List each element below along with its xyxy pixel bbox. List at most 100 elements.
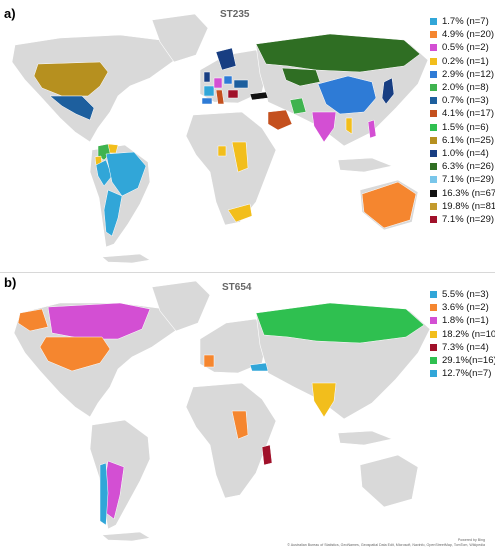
legend-swatch xyxy=(430,202,437,210)
legend-label: 1.0% (n=4) xyxy=(442,147,489,159)
country-italy xyxy=(215,89,225,105)
country-usa xyxy=(33,61,109,97)
legend-label: 29.1%(n=16) xyxy=(442,355,495,367)
legend-label: 7.3% (n=4) xyxy=(442,341,489,353)
country-france xyxy=(203,85,215,97)
legend-item: 4.9% (n=20) xyxy=(430,28,495,41)
legend-label: 2.0% (n=8) xyxy=(442,82,489,94)
legend-swatch xyxy=(430,163,437,171)
attribution-credits: © Australian Bureau of Statistics, GeoNa… xyxy=(287,542,485,547)
legend-swatch xyxy=(430,357,437,365)
country-scandinavia xyxy=(215,47,237,71)
country-poland xyxy=(223,75,233,85)
country-saudi xyxy=(267,109,293,131)
legend-swatch xyxy=(430,370,437,378)
legend-item: 19.8% (n=81) xyxy=(430,200,495,213)
country-chile xyxy=(99,462,109,526)
legend-item: 7.1% (n=29) xyxy=(430,213,495,226)
legend-item: 0.2% (n=1) xyxy=(430,55,495,68)
country-ghana xyxy=(217,145,227,157)
legend-label: 0.5% (n=2) xyxy=(442,42,489,54)
legend-label: 2.9% (n=12) xyxy=(442,68,495,80)
legend-item: 18.2% (n=10) xyxy=(430,328,495,341)
legend-item: 7.3% (n=4) xyxy=(430,341,495,354)
legend-item: 1.5% (n=6) xyxy=(430,121,495,134)
legend-label: 6.3% (n=26) xyxy=(442,161,495,173)
legend-label: 6.1% (n=25) xyxy=(442,134,495,146)
country-alaska xyxy=(17,308,49,332)
country-iran xyxy=(289,97,307,115)
legend-item: 1.8% (n=1) xyxy=(430,314,495,327)
country-usa xyxy=(39,336,111,372)
panel-title: ST654 xyxy=(222,282,252,293)
country-philippines xyxy=(367,119,377,139)
legend-item: 29.1%(n=16) xyxy=(430,354,495,367)
country-balkans xyxy=(227,89,239,99)
world-map-st654 xyxy=(13,280,431,542)
legend-item: 7.1% (n=29) xyxy=(430,173,495,186)
country-india xyxy=(311,382,337,418)
panel-a: a) ST235 1.7% (n=7) 4.9% (n=20) 0.5% (n=2)… xyxy=(0,0,495,272)
country-canada xyxy=(47,302,151,340)
legend-item: 1.0% (n=4) xyxy=(430,147,495,160)
country-argentina xyxy=(103,189,123,237)
country-germany xyxy=(213,77,223,89)
legend-swatch xyxy=(430,57,437,65)
legend-label: 19.8% (n=81) xyxy=(442,200,495,212)
legend-label: 0.2% (n=1) xyxy=(442,55,489,67)
country-kazakhstan xyxy=(281,67,321,87)
country-russia xyxy=(255,302,425,344)
country-uk xyxy=(203,71,211,83)
legend-label: 3.6% (n=2) xyxy=(442,302,489,314)
legend-swatch xyxy=(430,44,437,52)
country-france xyxy=(203,354,215,368)
country-kenya xyxy=(261,444,273,466)
legend-item: 0.5% (n=2) xyxy=(430,41,495,54)
country-australia xyxy=(361,181,417,229)
legend-swatch xyxy=(430,149,437,157)
legend-swatch xyxy=(430,343,437,351)
legend-st654: 5.5% (n=3) 3.6% (n=2) 1.8% (n=1) 18.2% (n=1… xyxy=(430,288,495,380)
legend-swatch xyxy=(430,136,437,144)
world-map-st235 xyxy=(11,13,429,264)
panel-b: b) ST654 5.5% (n=3) 3.6% (n=2) 1.8% (n=1) 1… xyxy=(0,272,495,551)
country-japan xyxy=(381,77,395,105)
country-ukraine xyxy=(233,79,249,89)
country-turkey xyxy=(249,362,269,372)
country-russia xyxy=(255,33,421,73)
country-fills-st654 xyxy=(17,302,425,526)
legend-label: 5.5% (n=3) xyxy=(442,289,489,301)
country-mexico xyxy=(49,95,95,121)
legend-label: 12.7%(n=7) xyxy=(442,368,492,380)
legend-item: 16.3% (n=67) xyxy=(430,186,495,199)
legend-label: 1.8% (n=1) xyxy=(442,315,489,327)
legend-swatch xyxy=(430,189,437,197)
legend-swatch xyxy=(430,70,437,78)
legend-label: 1.7% (n=7) xyxy=(442,16,489,28)
attribution-powered-by: Powered by Bing xyxy=(457,538,485,542)
country-fills-st235 xyxy=(33,33,421,237)
legend-item: 0.7% (n=3) xyxy=(430,94,495,107)
country-brazil xyxy=(105,151,147,197)
legend-label: 7.1% (n=29) xyxy=(442,213,495,225)
legend-label: 7.1% (n=29) xyxy=(442,174,495,186)
country-thailand xyxy=(345,117,353,135)
panel-title: ST235 xyxy=(220,9,250,20)
legend-label: 4.9% (n=20) xyxy=(442,29,495,41)
country-peru xyxy=(95,159,113,187)
legend-st235: 1.7% (n=7) 4.9% (n=20) 0.5% (n=2) 0.2% (n=1… xyxy=(430,15,495,226)
legend-swatch xyxy=(430,110,437,118)
legend-label: 16.3% (n=67) xyxy=(442,187,495,199)
country-nigeria xyxy=(231,141,249,173)
legend-label: 4.1% (n=17) xyxy=(442,108,495,120)
country-spain xyxy=(201,97,213,105)
country-china xyxy=(317,75,377,115)
legend-item: 5.5% (n=3) xyxy=(430,288,495,301)
country-turkey xyxy=(249,91,269,101)
legend-label: 0.7% (n=3) xyxy=(442,95,489,107)
country-india xyxy=(311,111,337,143)
legend-swatch xyxy=(430,97,437,105)
legend-swatch xyxy=(430,317,437,325)
panel-letter: b) xyxy=(4,275,17,290)
map-attribution: Powered by Bing © Australian Bureau of S… xyxy=(265,538,485,547)
